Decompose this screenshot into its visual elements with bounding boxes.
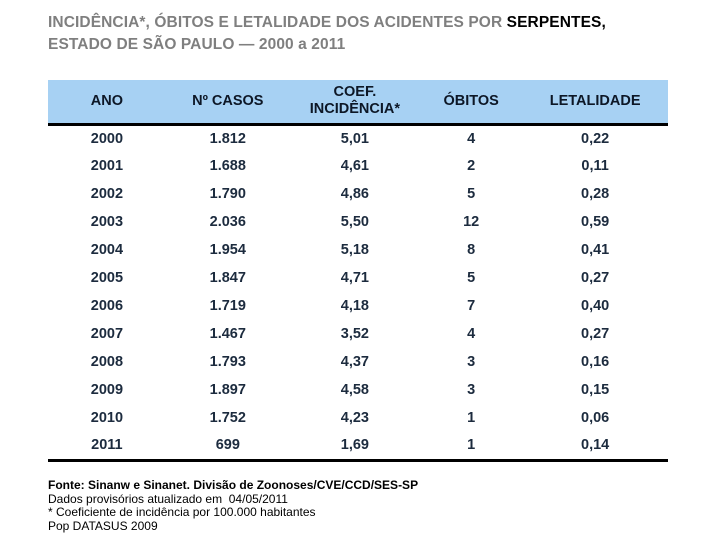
table-cell: 0,28 [581, 186, 610, 202]
table-cell: 0,27 [581, 270, 610, 286]
table-cell: 1.812 [209, 130, 246, 147]
table-row: 2002 1.790 4,86 5 0,28 [48, 180, 668, 208]
table-cell: 4,61 [340, 158, 369, 174]
table-cell: 2010 [90, 410, 124, 426]
table-cell: 0,14 [522, 432, 668, 462]
table-row: 2006 1.719 4,18 7 0,40 [48, 292, 668, 320]
table-cell: 5,18 [340, 242, 369, 258]
footnote-line: Dados provisórios atualizado em 04/05/20… [48, 491, 288, 506]
table-cell: 0,27 [581, 326, 610, 342]
table-row: 2003 2.036 5,50 12 0,59 [48, 208, 668, 236]
table-cell: 0,11 [581, 158, 609, 174]
table-cell: 1.897 [209, 382, 246, 398]
table-cell: 2 [467, 158, 476, 174]
table-cell: 0,16 [581, 354, 610, 370]
table-cell: 2007 [90, 326, 124, 342]
table-row: 2008 1.793 4,37 3 0,16 [48, 348, 668, 376]
column-header: COEF. INCIDÊNCIA* [289, 80, 420, 126]
title-highlight-serpentes: SERPENTES, [506, 14, 606, 31]
table-row: 2009 1.897 4,58 3 0,15 [48, 376, 668, 404]
table-cell: 3 [467, 382, 476, 398]
table-cell: 5 [467, 270, 476, 286]
table-cell: 2002 [90, 186, 124, 202]
table-cell: 4,86 [340, 186, 369, 202]
table-cell: 5 [467, 186, 476, 202]
table-cell: 2009 [90, 382, 124, 398]
column-header: Nº CASOS [165, 80, 290, 126]
table-row: 2005 1.847 4,71 5 0,27 [48, 264, 668, 292]
table-cell: 1.793 [209, 354, 246, 370]
table-cell: 4,23 [340, 410, 369, 426]
table-cell: 5,01 [340, 130, 369, 147]
table-cell: 2004 [90, 242, 124, 258]
table-cell: 3,52 [340, 326, 369, 342]
incidence-table: ANO Nº CASOS COEF. INCIDÊNCIA* ÓBITOS LETALI… [48, 80, 668, 462]
table-cell: 1 [419, 432, 523, 462]
table-body: 2000 1.812 5,01 4 0,22 2001 1.688 4,61 2 0,11 2002… [48, 124, 668, 462]
table-header: ANO Nº CASOS COEF. INCIDÊNCIA* ÓBITOS LETALI… [48, 80, 668, 126]
table-cell: 4,58 [340, 382, 369, 398]
table-cell: 699 [165, 432, 290, 462]
table-row: 2000 1.812 5,01 4 0,22 [48, 124, 668, 152]
column-header: LETALIDADE [522, 80, 668, 126]
table-cell: 2011 [48, 432, 166, 462]
table-row: 2010 1.752 4,23 1 0,06 [48, 404, 668, 432]
table-row: 2001 1.688 4,61 2 0,11 [48, 152, 668, 180]
table-cell: 5,50 [340, 214, 369, 230]
table-cell: 1.688 [209, 158, 246, 174]
table-row: 2011 699 1,69 1 0,14 [48, 432, 668, 462]
table-cell: 2005 [90, 270, 124, 286]
title-line1-gray: INCIDÊNCIA*, ÓBITOS E LETALIDADE DOS ACI… [48, 14, 507, 31]
table-cell: 4,71 [340, 270, 369, 286]
title-line2: ESTADO DE SÃO PAULO — 2000 a 2011 [48, 36, 346, 53]
table-cell: 12 [463, 214, 480, 230]
footnote-line: Pop DATASUS 2009 [48, 518, 158, 533]
table-cell: 0,40 [581, 298, 610, 314]
table-cell: 2001 [90, 158, 124, 174]
table-cell: 1.790 [209, 186, 246, 202]
table-cell: 1.752 [209, 410, 246, 426]
table-cell: 4,18 [340, 298, 369, 314]
table-cell: 1,69 [289, 432, 420, 462]
table-cell: 2003 [90, 214, 124, 230]
slide-title: INCIDÊNCIA*, ÓBITOS E LETALIDADE DOS ACI… [48, 12, 688, 56]
table-cell: 1.719 [209, 298, 246, 314]
table-cell: 7 [467, 298, 476, 314]
table-row: 2004 1.954 5,18 8 0,41 [48, 236, 668, 264]
table-cell: 8 [467, 242, 476, 258]
footnotes: Fonte: Sinanw e Sinanet. Divisão de Zoon… [48, 478, 608, 533]
column-header: ANO [48, 80, 166, 126]
table-cell: 3 [467, 354, 476, 370]
table-cell: 4,37 [340, 354, 369, 370]
footnote-line: Fonte: Sinanw e Sinanet. Divisão de Zoon… [48, 478, 419, 492]
column-header: ÓBITOS [419, 80, 523, 126]
table-cell: 1.954 [209, 242, 246, 258]
table-cell: 0,15 [581, 382, 610, 398]
table-cell: 0,41 [581, 242, 610, 258]
table-cell: 1.847 [209, 270, 246, 286]
table-cell: 2008 [90, 354, 124, 370]
table-cell: 2006 [90, 298, 124, 314]
table-cell: 4 [467, 326, 476, 342]
table-cell: 4 [467, 130, 476, 147]
table-row: 2007 1.467 3,52 4 0,27 [48, 320, 668, 348]
table-header-row: ANO Nº CASOS COEF. INCIDÊNCIA* ÓBITOS LETALI… [48, 80, 668, 126]
table-cell: 2.036 [209, 214, 246, 230]
table-cell: 1.467 [209, 326, 246, 342]
table-cell: 2000 [90, 130, 124, 147]
table-cell: 1 [467, 410, 476, 426]
table-cell: 0,59 [581, 214, 610, 230]
table-cell: 0,06 [581, 410, 610, 426]
table-cell: 0,22 [581, 130, 610, 147]
footnote-line: * Coeficiente de incidência por 100.000 … [48, 505, 316, 519]
